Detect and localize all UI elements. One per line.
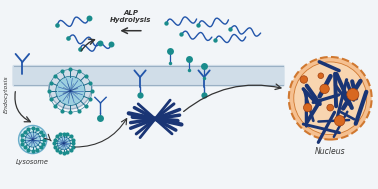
Circle shape: [57, 137, 70, 150]
Circle shape: [300, 76, 308, 83]
Text: ALP
Hydrolysis: ALP Hydrolysis: [110, 10, 151, 23]
Circle shape: [19, 125, 47, 154]
FancyBboxPatch shape: [12, 65, 285, 87]
Circle shape: [25, 132, 40, 147]
Circle shape: [320, 84, 329, 94]
Circle shape: [318, 73, 324, 79]
Circle shape: [289, 57, 372, 139]
Circle shape: [327, 104, 334, 111]
Circle shape: [347, 88, 359, 101]
Circle shape: [56, 76, 85, 105]
Text: Lysosome: Lysosome: [16, 159, 49, 165]
Text: Nucleus: Nucleus: [315, 147, 345, 156]
Text: Endocytosis: Endocytosis: [4, 76, 9, 113]
Circle shape: [294, 62, 367, 135]
Circle shape: [304, 104, 312, 112]
Circle shape: [335, 115, 345, 126]
Polygon shape: [49, 85, 92, 109]
